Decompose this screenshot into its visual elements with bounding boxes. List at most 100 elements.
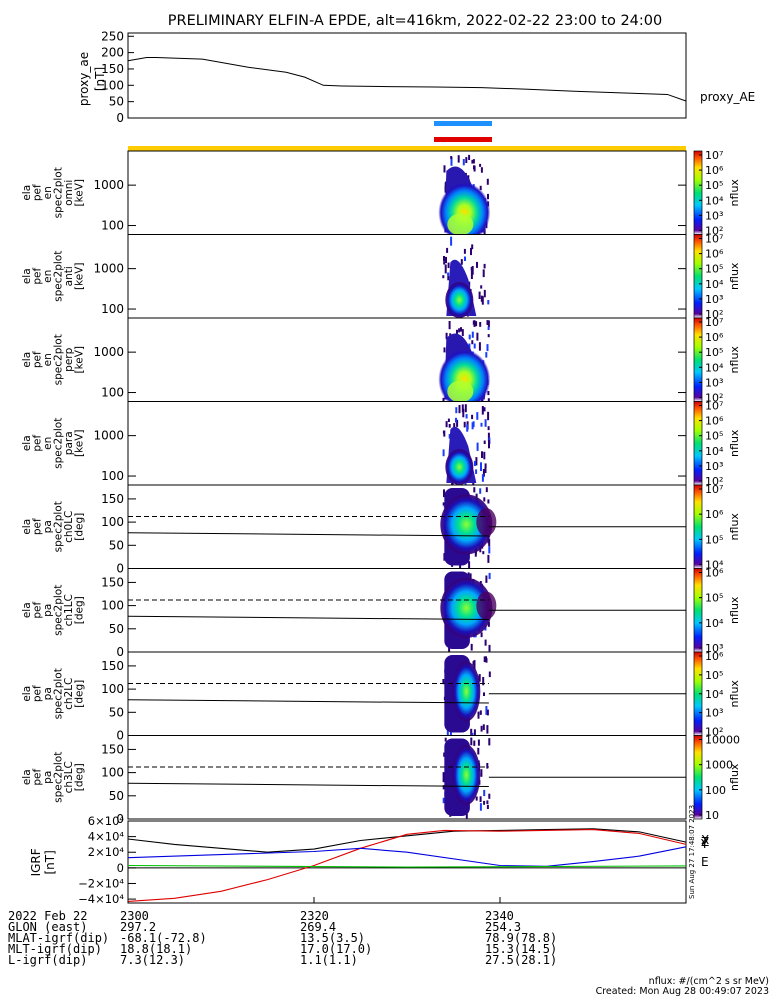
pitch-panel-1-ytick-label: 150 — [101, 575, 124, 589]
pitch-panel-3-pixel — [442, 772, 445, 778]
energy-panel-3-pixel — [455, 417, 457, 423]
units-note: nflux: #/(cm^2 s sr MeV) — [648, 976, 769, 987]
pitch-panel-2-ylabel-4: ch2LC — [63, 678, 75, 710]
energy-panel-3-pixel — [487, 426, 490, 431]
igrf-ytick-label: −2×10⁴ — [78, 876, 124, 890]
pitch-panel-1-loss-cone-solid — [127, 615, 489, 621]
pitch-panel-2-cb-label: 10³ — [705, 707, 723, 720]
pitch-panel-3-ytick-label: 0 — [116, 812, 124, 826]
energy-panel-2-frame — [127, 317, 687, 402]
pitch-panel-0-ylabel-5: [deg] — [74, 513, 86, 541]
energy-panel-3-cb-label: 10⁵ — [705, 430, 723, 443]
pitch-panel-0-ylabel-2: pa — [42, 520, 54, 533]
energy-panel-1-ylabel-0: ela — [21, 268, 33, 284]
energy-panel-1-cb-label: 10⁶ — [705, 248, 724, 261]
igrf-ytick-label: 6×10⁴ — [88, 814, 125, 828]
energy-panel-0-pixel — [450, 156, 453, 160]
energy-panel-0-pixel — [487, 193, 489, 200]
energy-panel-1-pixel — [443, 256, 445, 261]
pitch-panel-0-pixel — [468, 561, 471, 571]
energy-panel-1-pixel — [480, 285, 483, 289]
energy-panel-1-cb-title: nflux — [728, 262, 741, 290]
energy-panel-2-cb-title: nflux — [728, 346, 741, 374]
energy-panel-3-pixel — [481, 451, 483, 458]
energy-panel-1-pixel — [482, 269, 485, 278]
pitch-panel-1-pixel — [485, 575, 488, 583]
footer-row-value: 17.0(17.0) — [300, 942, 373, 956]
energy-panel-0-pixel — [471, 159, 474, 164]
footer-row-value: 27.5(28.1) — [485, 953, 558, 967]
energy-panel-0-cb-label: 10³ — [705, 209, 723, 222]
pitch-panel-0-pixel — [482, 551, 485, 555]
energy-panel-3-pixel — [448, 424, 451, 428]
pitch-panel-2-pixel — [470, 728, 473, 737]
energy-panel-3-pixel — [483, 440, 486, 444]
footer-row-value: 297.2 — [120, 920, 157, 934]
pitch-panel-2-ytick-label: 50 — [109, 705, 124, 719]
igrf-timestamp: Sun Aug 27 17:48:07 2023 — [688, 805, 696, 899]
pitch-panel-0-pixel — [485, 487, 488, 493]
energy-panel-0-ytick-label: 1000 — [93, 178, 124, 192]
energy-panel-2-pixel — [473, 320, 476, 327]
energy-panel-1-pixel — [476, 261, 478, 268]
energy-panel-2-pixel — [475, 321, 478, 327]
pitch-panel-3-ytick-label: 150 — [101, 742, 124, 756]
energy-panel-3-pixel — [484, 467, 487, 473]
pitch-panel-3-cb-label: 10 — [705, 809, 719, 822]
igrf-ytick-label: 0 — [117, 861, 124, 875]
energy-panel-3-pixel — [482, 469, 485, 477]
pitch-panel-0-ylabel-0: ela — [21, 519, 33, 535]
pitch-panel-0-ytick-label: 150 — [101, 492, 124, 506]
ae-ytick-label: 250 — [101, 29, 124, 43]
created-note: Created: Mon Aug 28 00:49:07 2023 — [595, 986, 769, 997]
pitch-panel-0-colorbar — [693, 484, 703, 569]
pitch-panel-1-ylabel-5: [deg] — [74, 596, 86, 624]
pitch-panel-2-pixel — [485, 706, 488, 715]
pitch-panel-0-loss-cone-solid — [127, 532, 489, 537]
pitch-panel-0-cb-label: 10⁴ — [705, 559, 724, 572]
ae-series-name: proxy_AE — [700, 90, 755, 104]
pitch-panel-3-ytick-label: 100 — [101, 766, 124, 780]
energy-panel-3-ytick-label: 1000 — [93, 429, 124, 443]
pitch-panel-0-ylabel-1: pef — [32, 518, 44, 535]
footer-row-value: 254.3 — [485, 920, 522, 934]
energy-panel-3-pixel — [484, 419, 487, 427]
energy-panel-1-ylabel-2: en — [42, 270, 54, 283]
energy-panel-1-flux-core — [445, 282, 474, 318]
footer-row-label: GLON (east) — [8, 920, 88, 934]
pitch-panel-0-pixel — [487, 554, 490, 563]
energy-panel-0-pixel — [472, 159, 475, 164]
igrf-component-z: Z — [701, 835, 709, 849]
pitch-panel-2-pixel — [486, 709, 489, 716]
energy-panel-2-pixel — [486, 320, 489, 325]
energy-panel-3-pixel — [481, 474, 484, 482]
pitch-panel-0-pixel — [473, 487, 476, 493]
pitch-panel-3-pixel — [479, 803, 482, 811]
energy-panel-0-cb-label: 10⁶ — [705, 164, 724, 177]
pitch-panel-2-ylabel-1: pef — [32, 685, 44, 702]
pitch-panel-1-pixel — [480, 632, 483, 638]
pitch-panel-0-ytick-label: 0 — [116, 562, 124, 576]
ae-ytick-label: 50 — [109, 95, 124, 109]
footer-row-label: MLT-igrf(dip) — [8, 942, 102, 956]
energy-panel-1-pixel — [447, 262, 450, 269]
pitch-panel-1-pixel — [484, 639, 487, 646]
pitch-panel-2-ytick-label: 100 — [101, 682, 124, 696]
energy-panel-0-pixel — [480, 167, 483, 173]
energy-panel-1-pixel — [487, 300, 490, 305]
energy-panel-1-frame — [127, 234, 687, 319]
energy-panel-0-cb-label: 10⁵ — [705, 179, 723, 192]
igrf-ylabel: IGRF — [29, 848, 43, 876]
energy-panel-2-ylabel-0: ela — [21, 352, 33, 368]
energy-panel-3-ylabel-3: spec2plot — [53, 418, 65, 469]
pitch-panel-3-flux-core — [452, 744, 481, 805]
energy-panel-2-pixel — [485, 352, 488, 358]
pitch-panel-3-ylabel-5: [deg] — [74, 763, 86, 791]
pitch-panel-3-pixel — [477, 739, 480, 746]
science-zone-bar-red — [434, 137, 492, 142]
pitch-panel-1-ylabel-4: ch1LC — [63, 594, 75, 626]
pitch-panel-1-pixel — [488, 572, 491, 580]
pitch-panel-2-cb-label: 10² — [705, 726, 723, 739]
energy-panel-3-ylabel-2: en — [42, 437, 54, 450]
